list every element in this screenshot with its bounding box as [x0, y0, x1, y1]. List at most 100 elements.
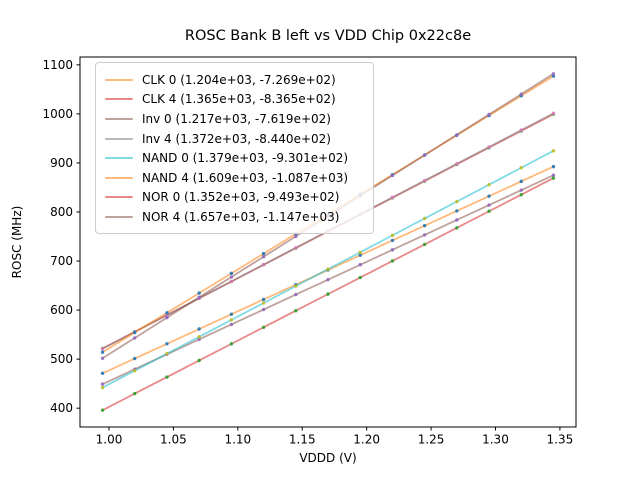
series-point-nand-0 [229, 318, 234, 322]
series-point-inv-4 [487, 145, 491, 149]
series-point-inv-4 [422, 178, 427, 183]
series-point-clk-0 [487, 194, 491, 198]
legend-label: CLK 4 (1.365e+03, -8.365e+02) [142, 92, 336, 107]
series-point-nor-4 [551, 72, 556, 76]
x-tick-label: 1.35 [547, 433, 574, 447]
series-point-inv-4 [229, 279, 234, 284]
x-tick-label: 1.25 [418, 433, 445, 447]
y-tick-label: 400 [50, 401, 73, 415]
legend-item: NAND 0 (1.379e+03, -9.301e+02) [105, 148, 364, 168]
series-point-inv-4 [551, 111, 556, 115]
series-point-nor-4 [100, 356, 105, 360]
series-point-nor-4 [197, 295, 201, 300]
series-point-inv-4 [261, 262, 266, 267]
y-tick-label: 700 [50, 254, 73, 268]
legend-line-swatch [105, 176, 133, 179]
series-point-inv-4 [390, 195, 395, 200]
series-point-nand-4 [165, 311, 169, 315]
series-point-nand-0 [100, 385, 105, 390]
series-point-nor-4 [519, 92, 523, 96]
series-point-nor-0 [229, 342, 234, 346]
y-tick-label: 1000 [42, 107, 73, 121]
series-point-clk-0 [165, 342, 169, 346]
series-point-nand-4 [261, 251, 266, 256]
series-point-inv-4 [100, 347, 105, 351]
series-point-nor-4 [390, 173, 395, 178]
series-point-inv-0 [390, 248, 395, 252]
series-point-nand-0 [133, 368, 137, 373]
legend-box: CLK 0 (1.204e+03, -7.269e+02) CLK 4 (1.36… [95, 62, 374, 234]
series-point-nor-0 [487, 209, 491, 213]
series-point-clk-0 [455, 209, 459, 213]
series-point-inv-0 [551, 173, 556, 177]
series-point-nand-0 [165, 352, 169, 356]
legend-label: NOR 4 (1.657e+03, -1.147e+03) [142, 209, 340, 224]
legend-line-swatch [105, 137, 133, 140]
x-tick-label: 1.20 [353, 433, 380, 447]
series-point-inv-0 [326, 277, 330, 282]
series-point-nand-0 [326, 267, 330, 271]
series-point-nor-0 [422, 242, 427, 247]
series-point-nor-0 [551, 176, 556, 180]
series-point-clk-0 [100, 371, 105, 375]
legend-item: NAND 4 (1.609e+03, -1.087e+03) [105, 168, 364, 188]
legend-line-swatch [105, 157, 133, 160]
series-point-nor-0 [165, 375, 169, 379]
legend-label: NAND 4 (1.609e+03, -1.087e+03) [142, 170, 349, 185]
series-point-nor-4 [422, 153, 427, 157]
series-point-clk-0 [358, 253, 362, 257]
series-point-nand-0 [261, 301, 266, 305]
series-point-nand-0 [487, 182, 491, 187]
series-point-nor-4 [294, 234, 298, 239]
series-point-nand-0 [294, 284, 298, 288]
series-point-clk-0 [133, 356, 137, 361]
legend-item: Inv 0 (1.217e+03, -7.619e+02) [105, 109, 364, 129]
series-point-nor-0 [390, 259, 395, 263]
series-point-nor-0 [326, 292, 330, 296]
series-point-nor-0 [197, 358, 201, 363]
series-point-inv-0 [455, 218, 459, 222]
series-point-nand-4 [100, 350, 105, 354]
series-point-inv-0 [197, 337, 201, 342]
x-tick-label: 1.30 [482, 433, 509, 447]
series-point-inv-4 [294, 246, 298, 250]
series-point-nand-4 [229, 271, 234, 276]
series-point-nor-0 [133, 391, 137, 396]
series-point-nor-4 [455, 133, 459, 137]
y-tick-label: 600 [50, 303, 73, 317]
series-point-nor-4 [261, 255, 266, 259]
series-point-clk-0 [390, 238, 395, 243]
series-point-clk-0 [551, 164, 556, 169]
series-point-nand-0 [455, 199, 459, 204]
series-point-nor-4 [229, 275, 234, 279]
series-point-inv-4 [519, 128, 523, 132]
series-point-inv-0 [519, 188, 523, 192]
series-point-nand-0 [358, 250, 362, 254]
series-point-nand-0 [551, 149, 556, 153]
legend-label: Inv 0 (1.217e+03, -7.619e+02) [142, 111, 331, 126]
y-tick-label: 1100 [42, 58, 73, 72]
series-point-nand-4 [197, 291, 201, 295]
legend-line-swatch [105, 196, 133, 199]
legend-line-swatch [105, 117, 133, 120]
series-point-clk-0 [422, 223, 427, 228]
axes-frame [79, 56, 577, 428]
legend-item: Inv 4 (1.372e+03, -8.440e+02) [105, 129, 364, 149]
x-tick-label: 1.00 [96, 433, 123, 447]
legend-line-swatch [105, 78, 133, 81]
series-point-nand-0 [197, 335, 201, 339]
x-axis-label: VDDD (V) [299, 451, 357, 465]
series-point-nor-4 [133, 336, 137, 340]
series-point-nor-0 [294, 309, 298, 313]
series-point-inv-0 [294, 292, 298, 297]
series-point-nor-4 [487, 112, 491, 117]
legend-item: CLK 4 (1.365e+03, -8.365e+02) [105, 90, 364, 110]
legend-label: NAND 0 (1.379e+03, -9.301e+02) [142, 151, 349, 166]
legend-line-swatch [105, 215, 133, 218]
series-point-clk-0 [261, 297, 266, 302]
series-point-nor-0 [358, 275, 362, 280]
legend-label: Inv 4 (1.372e+03, -8.440e+02) [142, 131, 331, 146]
series-point-inv-0 [100, 382, 105, 386]
legend-item: CLK 0 (1.204e+03, -7.269e+02) [105, 70, 364, 90]
